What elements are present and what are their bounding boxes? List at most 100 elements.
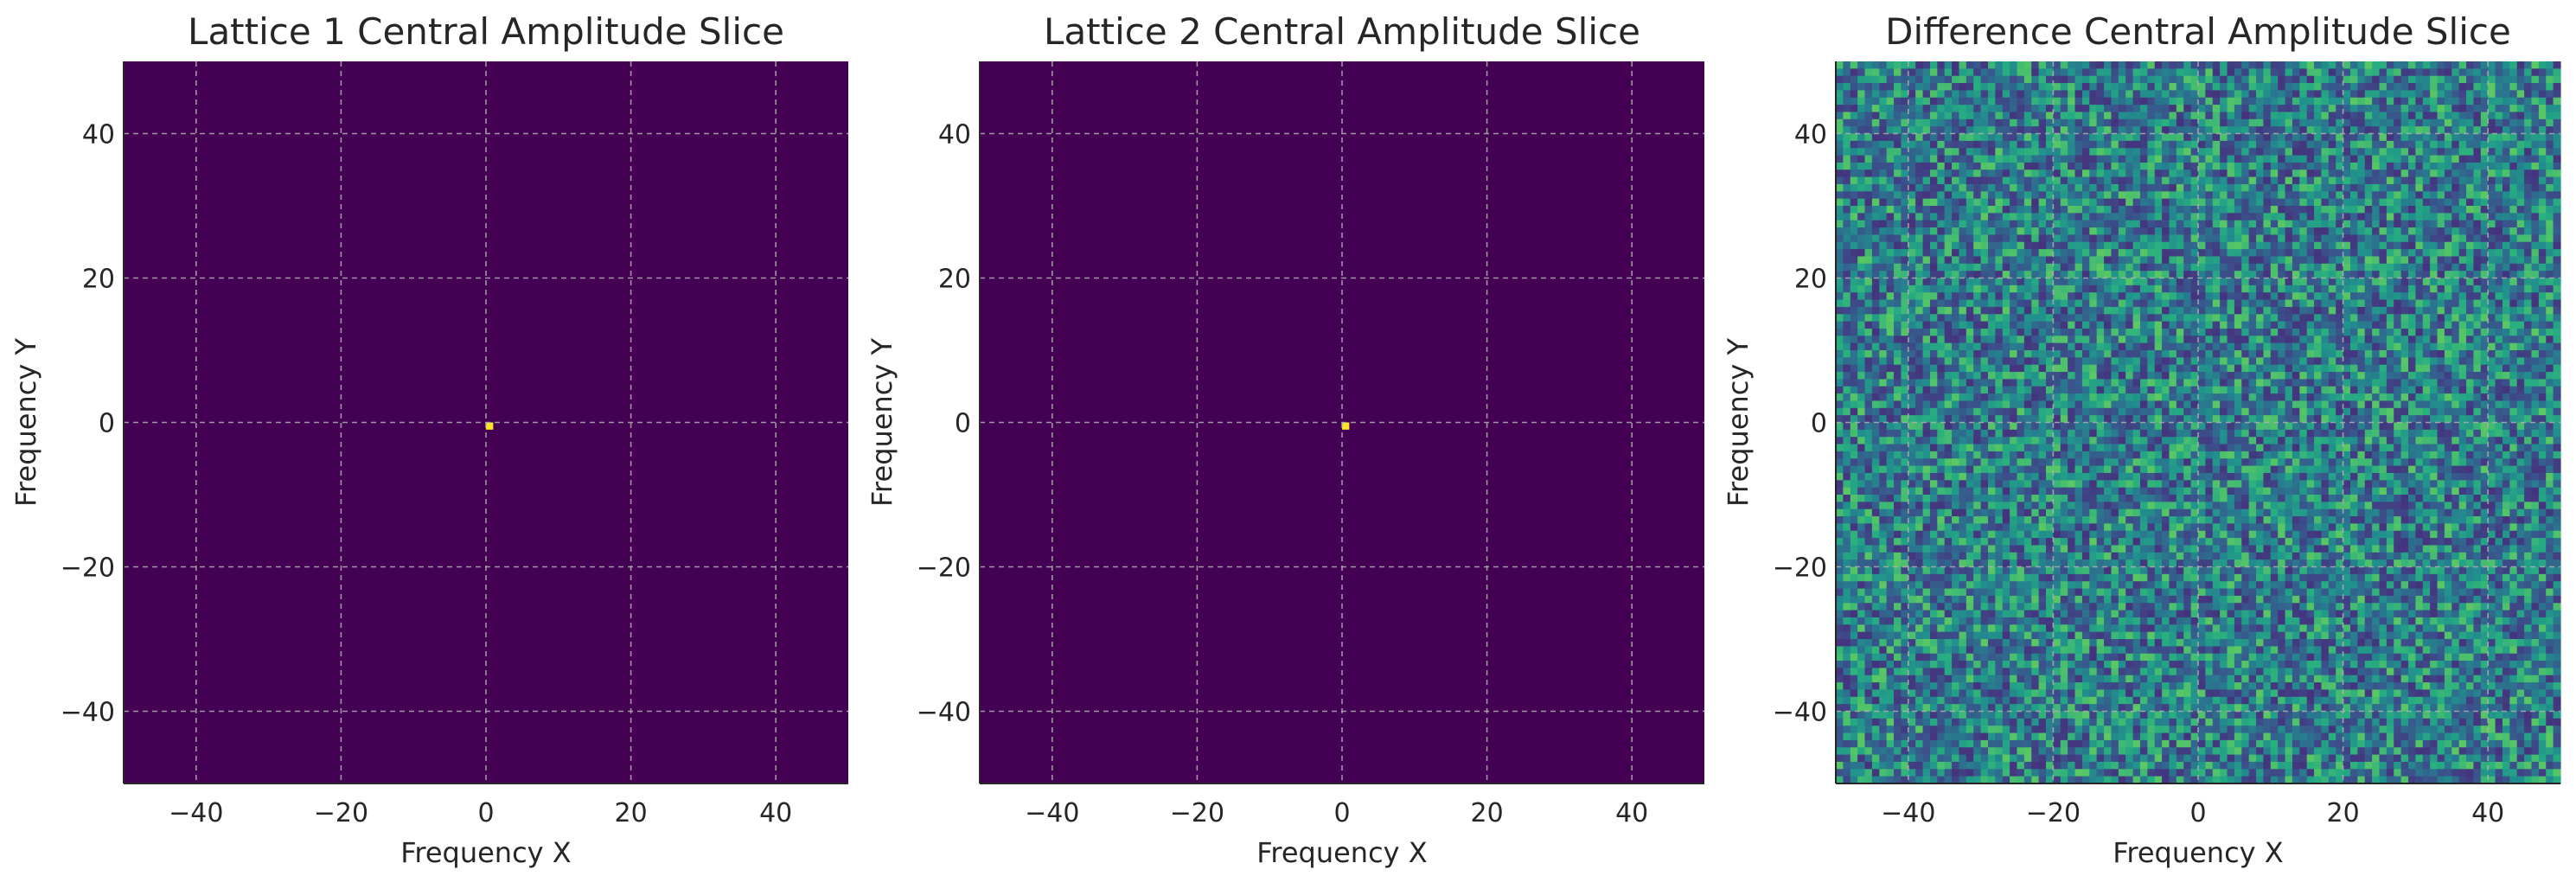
heatmap-cell — [2183, 538, 2192, 547]
heatmap-cell — [2060, 105, 2068, 113]
heatmap-cell — [2053, 126, 2061, 135]
heatmap-cell — [2046, 451, 2054, 459]
heatmap-cell — [2068, 213, 2076, 221]
heatmap-cell — [1995, 422, 2004, 431]
heatmap-cell — [1915, 675, 1924, 683]
heatmap-cell — [1886, 148, 1895, 157]
heatmap-cell — [1871, 400, 1880, 409]
heatmap-cell — [2053, 581, 2061, 590]
heatmap-cell — [2125, 234, 2134, 243]
heatmap-cell — [1915, 256, 1924, 265]
heatmap-cell — [2176, 393, 2184, 402]
heatmap-cell — [2111, 292, 2119, 301]
heatmap-cell — [1864, 646, 1873, 655]
heatmap-cell — [1995, 162, 2004, 170]
heatmap-cell — [2111, 118, 2119, 127]
heatmap-cell — [1901, 350, 1909, 358]
heatmap-cell — [2096, 458, 2105, 467]
heatmap-cell — [2023, 155, 2032, 163]
heatmap-cell — [1836, 444, 1844, 452]
heatmap-cell — [1864, 336, 1873, 344]
heatmap-cell — [2031, 726, 2040, 734]
heatmap-cell — [2104, 595, 2113, 604]
heatmap-cell — [1864, 422, 1873, 431]
heatmap-cell — [1966, 559, 1974, 568]
heatmap-cell — [2096, 75, 2105, 84]
heatmap-cell — [1922, 241, 1931, 250]
heatmap-cell — [2031, 689, 2040, 698]
heatmap-cell — [1937, 508, 1946, 517]
heatmap-cell — [2154, 487, 2163, 496]
heatmap-cell — [1901, 227, 1909, 235]
heatmap-cell — [2147, 718, 2156, 726]
heatmap-cell — [2104, 653, 2113, 662]
heatmap-cell — [2068, 739, 2076, 748]
heatmap-cell — [1952, 588, 1960, 597]
heatmap-cell — [1980, 285, 1989, 293]
heatmap-cell — [1908, 256, 1916, 265]
heatmap-cell — [2031, 480, 2040, 489]
heatmap-cell — [2060, 451, 2068, 459]
heatmap-cell — [2104, 68, 2113, 77]
heatmap-cell — [2154, 83, 2163, 91]
heatmap-cell — [1857, 523, 1866, 532]
heatmap-cell — [2017, 769, 2025, 777]
heatmap-cell — [2183, 90, 2192, 99]
heatmap-cell — [1879, 227, 1888, 235]
heatmap-cell — [2132, 306, 2141, 315]
heatmap-cell — [1952, 653, 1960, 662]
heatmap-cell — [2031, 357, 2040, 366]
heatmap-cell — [2183, 241, 2192, 250]
heatmap-cell — [2162, 429, 2170, 438]
heatmap-cell — [2017, 639, 2025, 647]
heatmap-cell — [1886, 342, 1895, 351]
heatmap-cell — [2139, 653, 2148, 662]
heatmap-cell — [2017, 545, 2025, 553]
heatmap-cell — [2132, 75, 2141, 84]
heatmap-cell — [2017, 538, 2025, 547]
heatmap-cell — [2046, 299, 2054, 308]
heatmap-cell — [2176, 631, 2184, 640]
heatmap-cell — [1980, 350, 1989, 358]
heatmap-cell — [1901, 162, 1909, 170]
heatmap-cell — [2169, 754, 2177, 763]
heatmap-cell — [1864, 639, 1873, 647]
heatmap-cell — [1879, 386, 1888, 394]
heatmap-cell — [2190, 61, 2199, 69]
heatmap-cell — [2002, 241, 2010, 250]
heatmap-cell — [2060, 357, 2068, 366]
heatmap-cell — [1908, 769, 1916, 777]
heatmap-cell — [2147, 429, 2156, 438]
heatmap-cell — [2017, 761, 2025, 770]
heatmap-cell — [2139, 465, 2148, 474]
heatmap-cell — [2147, 379, 2156, 387]
heatmap-cell — [2002, 292, 2010, 301]
heatmap-cell — [2010, 495, 2018, 502]
heatmap-cell — [1987, 726, 1996, 734]
heatmap-cell — [2023, 162, 2032, 170]
heatmap-cell — [1864, 769, 1873, 777]
heatmap-cell — [1966, 776, 1974, 784]
heatmap-cell — [2096, 480, 2105, 489]
heatmap-cell — [1879, 538, 1888, 547]
heatmap-cell — [2053, 639, 2061, 647]
heatmap-cell — [2031, 631, 2040, 640]
heatmap-cell — [1966, 653, 1974, 662]
heatmap-cell — [2147, 176, 2156, 185]
heatmap-cell — [2060, 241, 2068, 250]
heatmap-cell — [2147, 581, 2156, 590]
heatmap-cell — [1966, 213, 1974, 221]
heatmap-cell — [2017, 83, 2025, 91]
heatmap-cell — [2162, 68, 2170, 77]
heatmap-cell — [2125, 400, 2134, 409]
heatmap-cell — [2089, 631, 2098, 640]
heatmap-cell — [1980, 306, 1989, 315]
heatmap-cell — [1973, 718, 1982, 726]
heatmap-cell — [1944, 220, 1953, 228]
heatmap-cell — [2176, 603, 2184, 611]
heatmap-cell — [2002, 61, 2010, 69]
heatmap-cell — [1908, 133, 1916, 142]
heatmap-cell — [1857, 400, 1866, 409]
heatmap-cell — [2074, 444, 2083, 452]
heatmap-cell — [1966, 610, 1974, 618]
